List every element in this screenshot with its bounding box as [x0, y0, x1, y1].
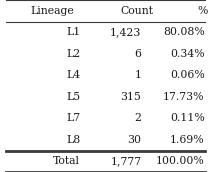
Text: 315: 315: [120, 92, 141, 102]
Text: 0.11%: 0.11%: [170, 113, 205, 123]
Text: Total: Total: [53, 156, 80, 166]
Text: L4: L4: [66, 70, 80, 80]
Text: 100.00%: 100.00%: [156, 156, 205, 166]
Text: 1.69%: 1.69%: [170, 135, 205, 145]
Text: 80.08%: 80.08%: [163, 27, 205, 37]
Text: L5: L5: [66, 92, 80, 102]
Text: 1,777: 1,777: [110, 156, 141, 166]
Text: L2: L2: [66, 49, 80, 59]
Text: L7: L7: [66, 113, 80, 123]
Text: 30: 30: [127, 135, 141, 145]
Text: 0.34%: 0.34%: [170, 49, 205, 59]
Text: L1: L1: [66, 27, 80, 37]
Text: 1,423: 1,423: [110, 27, 141, 37]
Text: Count: Count: [121, 6, 154, 16]
Text: Lineage: Lineage: [31, 6, 75, 16]
Text: 1: 1: [134, 70, 141, 80]
Text: 0.06%: 0.06%: [170, 70, 205, 80]
Text: 6: 6: [134, 49, 141, 59]
Text: L8: L8: [66, 135, 80, 145]
Text: 17.73%: 17.73%: [163, 92, 205, 102]
Text: 2: 2: [134, 113, 141, 123]
Text: %: %: [197, 6, 208, 16]
